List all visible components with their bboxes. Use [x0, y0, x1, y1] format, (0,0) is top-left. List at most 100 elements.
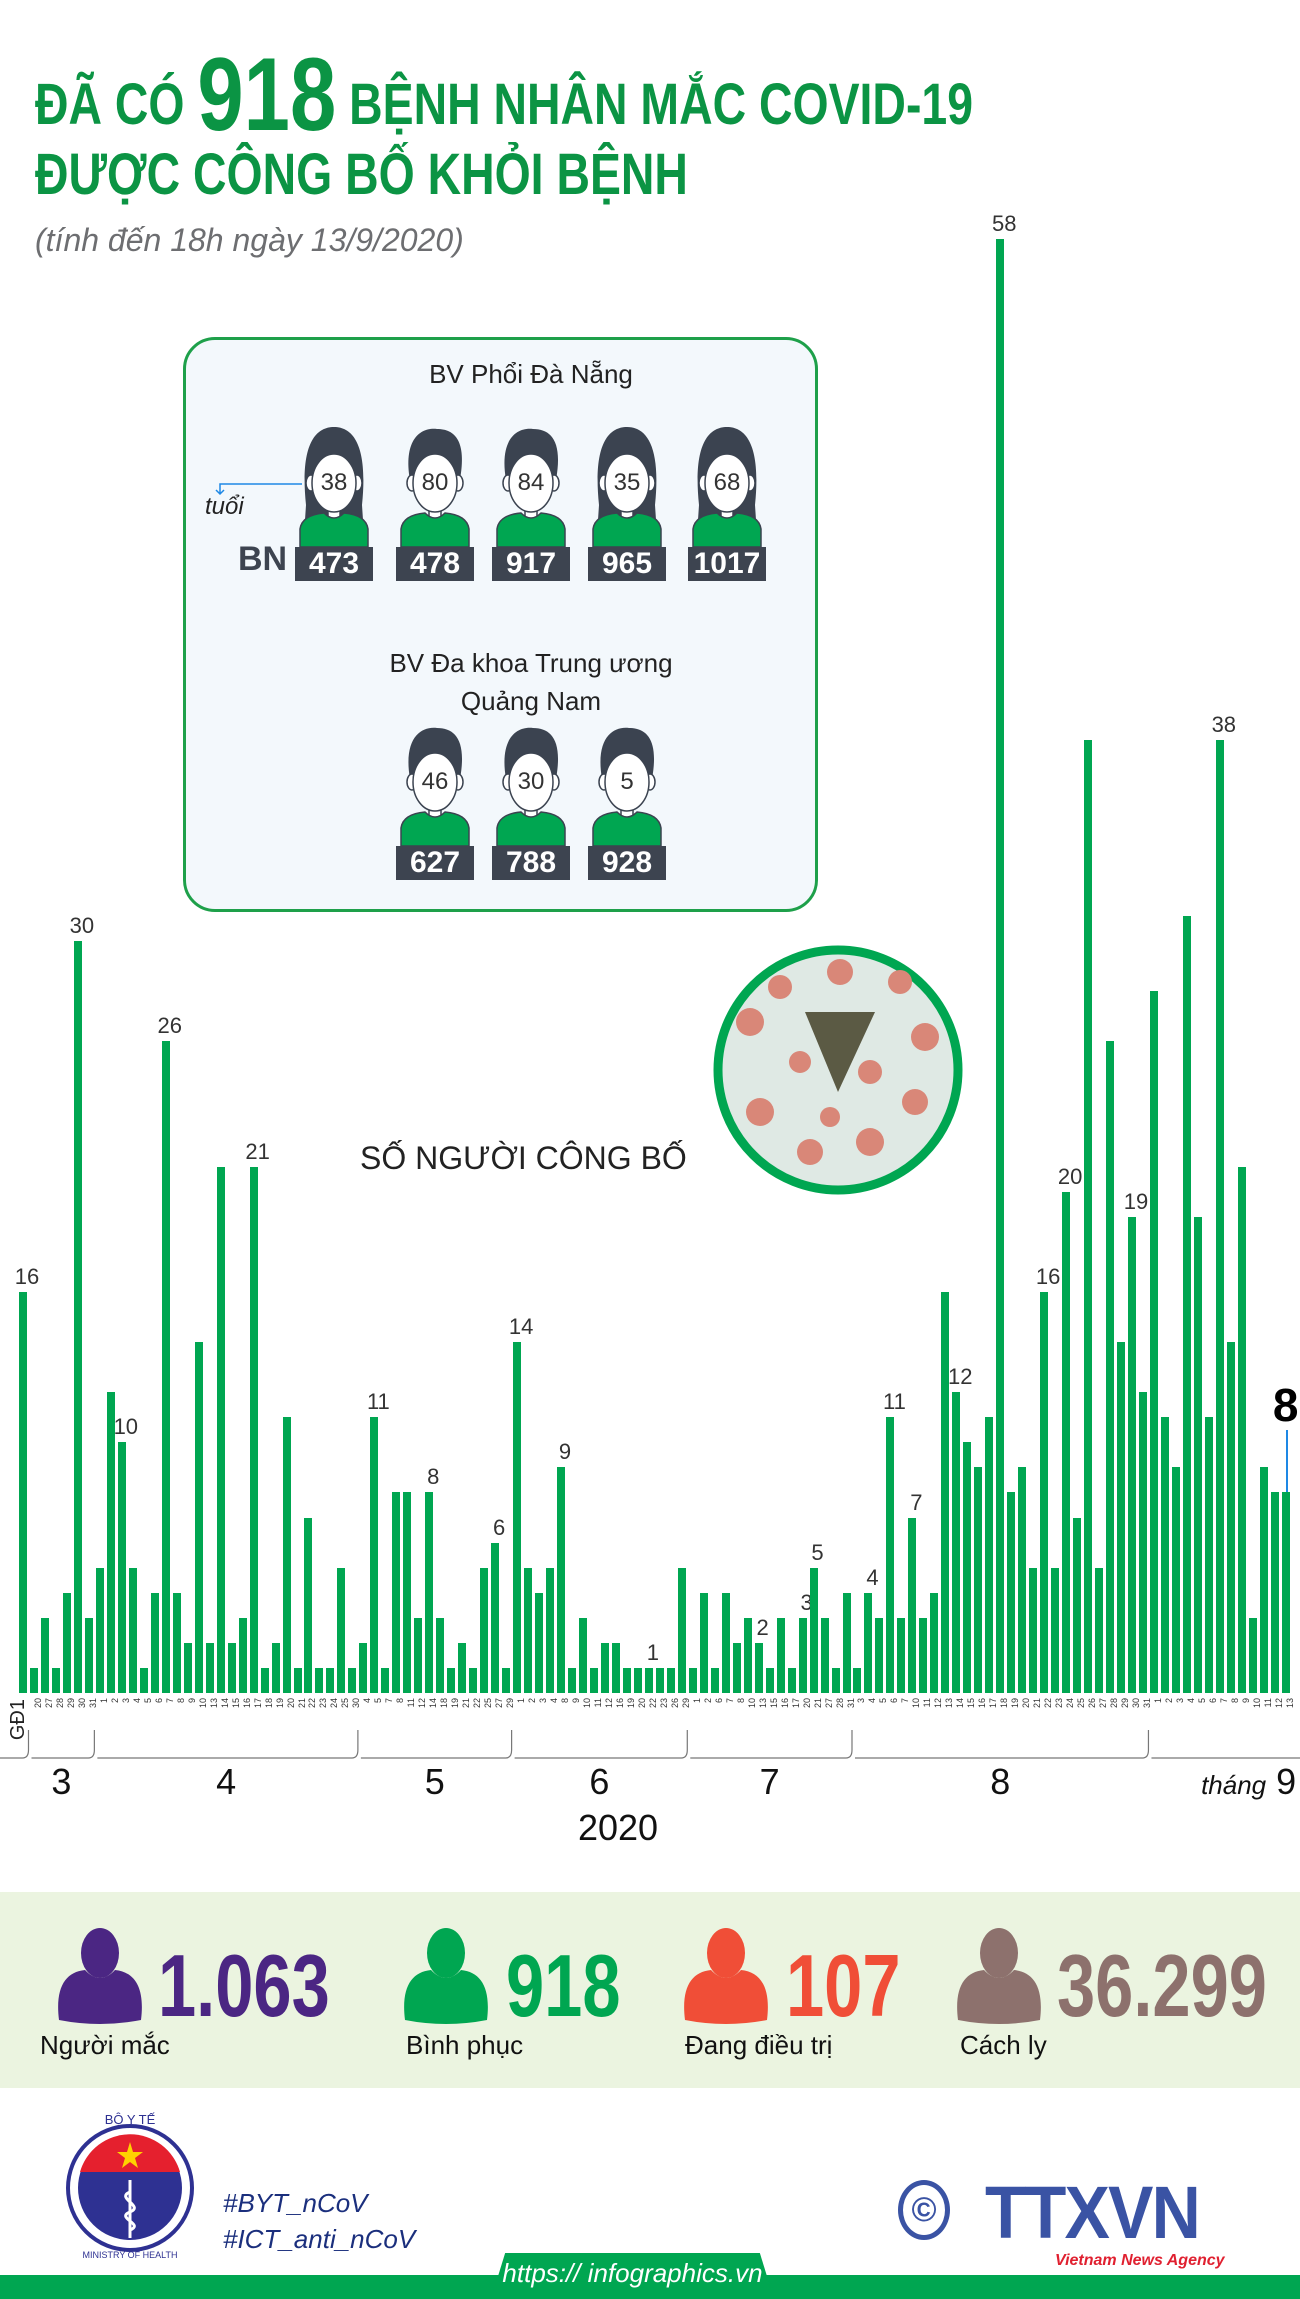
bar	[622, 1667, 631, 1693]
bar	[919, 1617, 928, 1693]
bar	[84, 1617, 93, 1693]
bar	[1051, 1567, 1060, 1693]
title-number: 918	[197, 37, 337, 153]
bar	[952, 1392, 961, 1693]
bar	[1193, 1216, 1202, 1693]
patient-id-badge: 965	[588, 547, 666, 581]
person-icon	[954, 1928, 1044, 2029]
bar	[1117, 1342, 1125, 1693]
patient-age: 38	[320, 469, 348, 496]
bar	[1226, 1342, 1235, 1693]
bar	[337, 1567, 346, 1693]
data-label: 30	[69, 912, 95, 938]
bar	[831, 1667, 840, 1693]
bar	[150, 1592, 159, 1693]
patient-age: 30	[517, 768, 545, 795]
bar	[985, 1417, 994, 1693]
bar	[1062, 1191, 1071, 1693]
hashtag-byt[interactable]: #BYT_nCoV	[223, 2188, 368, 2218]
bar	[469, 1667, 478, 1693]
bar	[458, 1642, 467, 1693]
patient-id-badge: 478	[396, 547, 474, 581]
data-label: 1	[646, 1639, 659, 1665]
copyright-icon: ©	[898, 2180, 950, 2240]
bar	[633, 1667, 642, 1693]
hospital-name-danang: BV Phổi Đà Nẵng	[429, 359, 633, 389]
bar	[480, 1567, 489, 1693]
female-patient-icon	[299, 427, 369, 547]
data-label: 8	[427, 1464, 440, 1490]
bar	[172, 1592, 181, 1693]
bar	[161, 1041, 170, 1693]
bar	[677, 1567, 686, 1693]
bar	[1007, 1492, 1016, 1693]
data-label: 19	[1123, 1188, 1149, 1214]
stat-label: Bình phục	[406, 2030, 524, 2060]
bar	[403, 1492, 412, 1693]
data-label: 5	[811, 1539, 824, 1565]
subtitle: (tính đến 18h ngày 13/9/2020)	[35, 222, 464, 258]
bar	[897, 1617, 906, 1693]
bar	[721, 1592, 730, 1693]
bar	[996, 239, 1005, 1693]
data-label: 38	[1211, 712, 1237, 738]
bar	[282, 1417, 291, 1693]
virus-illustration	[713, 945, 963, 1195]
bar	[1073, 1517, 1082, 1693]
patient-figure: 46 627	[395, 724, 475, 880]
bar	[359, 1642, 368, 1693]
bar	[1106, 1041, 1115, 1693]
month-bracket	[31, 1730, 95, 1759]
agency-name: Vietnam News Agency	[1055, 2252, 1225, 2269]
data-label: 26	[157, 1013, 182, 1039]
data-label: 11	[882, 1389, 906, 1415]
copyright-symbol: ©	[911, 2191, 937, 2229]
data-label: 2	[756, 1614, 769, 1640]
month-bracket	[690, 1730, 853, 1759]
bar	[546, 1567, 555, 1693]
month-brackets	[0, 1730, 1300, 1759]
bar	[557, 1467, 566, 1693]
data-label: 16	[1035, 1263, 1061, 1289]
month-label: 7	[759, 1761, 780, 1802]
bar	[205, 1642, 214, 1693]
month-label: 3	[51, 1761, 72, 1802]
hashtag-ict[interactable]: #ICT_anti_nCoV	[223, 2224, 416, 2254]
ministry-logo-bottom-text: MINISTRY OF HEALTH	[82, 2250, 177, 2260]
bar	[447, 1667, 456, 1693]
bracket-gd1	[0, 1730, 30, 1759]
patient-figure: 80 478	[395, 425, 475, 581]
chart-title: SỐ NGƯỜI CÔNG BỐ	[360, 1140, 687, 1176]
bar	[414, 1617, 423, 1693]
website-link[interactable]: https:// infographics.vn	[502, 2258, 763, 2288]
bar	[1029, 1567, 1038, 1693]
bar	[1095, 1567, 1104, 1693]
patient-figure: 68 1017	[687, 425, 767, 581]
bar	[117, 1442, 126, 1693]
bar	[326, 1667, 335, 1693]
female-patient-icon	[592, 427, 662, 547]
bar	[1160, 1417, 1169, 1693]
bar	[139, 1667, 148, 1693]
data-label: 20	[1057, 1163, 1083, 1189]
patient-age: 68	[713, 469, 741, 496]
bar	[963, 1442, 972, 1693]
month-bracket	[514, 1730, 688, 1759]
bar	[40, 1617, 49, 1693]
bar	[1270, 1492, 1279, 1693]
bar	[73, 940, 82, 1693]
month-label: 5	[424, 1761, 445, 1802]
stat-label: Người mắc	[40, 2030, 170, 2060]
bar	[19, 1291, 27, 1693]
data-label: 11	[366, 1389, 390, 1415]
bar	[820, 1617, 829, 1693]
bar	[535, 1592, 544, 1693]
patient-id-badge: 473	[295, 547, 373, 581]
bar	[304, 1517, 313, 1693]
bar	[1259, 1467, 1268, 1693]
bar	[216, 1166, 225, 1693]
bar	[941, 1291, 950, 1693]
bar	[908, 1517, 917, 1693]
data-label: 6	[493, 1514, 506, 1540]
bar	[754, 1642, 763, 1693]
